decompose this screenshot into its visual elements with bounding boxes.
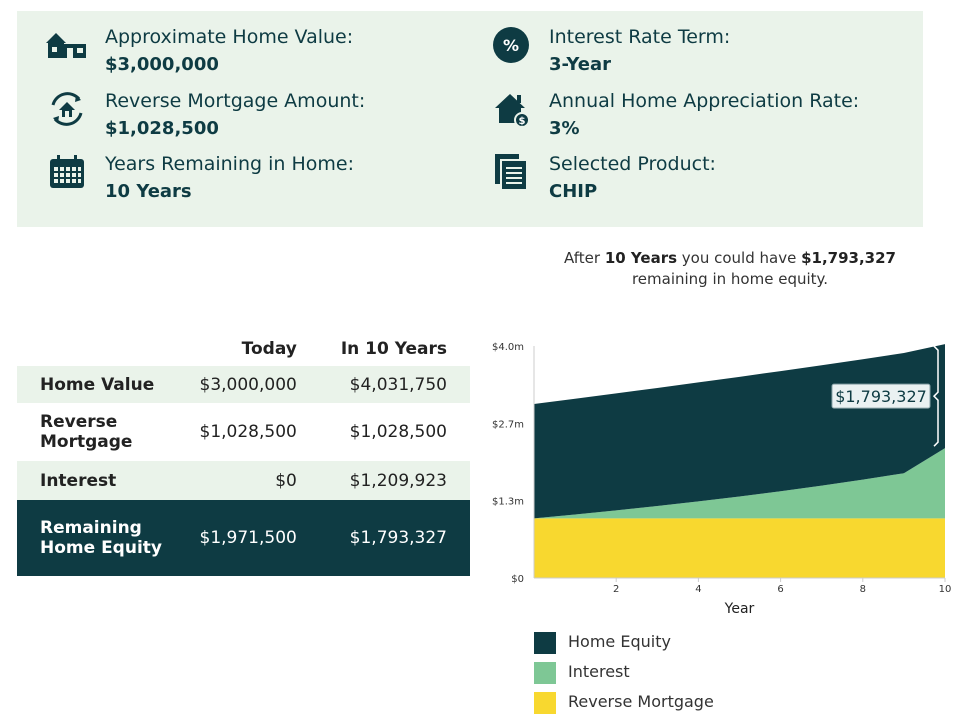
table-header-row: Today In 10 Years <box>17 332 470 366</box>
row-today: $0 <box>275 470 297 491</box>
table-row: Home Value $3,000,000 $4,031,750 <box>17 366 470 403</box>
summary-label: Reverse Mortgage Amount: <box>105 90 366 112</box>
x-tick-label: 8 <box>860 584 866 595</box>
y-tick-label: $2.7m <box>492 419 524 430</box>
caption-middle: you could have <box>677 249 802 267</box>
house-icon <box>45 23 89 67</box>
summary-value: $1,028,500 <box>105 118 219 139</box>
summary-label: Annual Home Appreciation Rate: <box>549 90 860 112</box>
equity-annotation: $1,793,327 <box>831 345 939 447</box>
row-label: Home Value <box>40 374 155 395</box>
table-row: Interest $0 $1,209,923 <box>17 461 470 500</box>
legend-label: Home Equity <box>568 632 671 651</box>
y-tick-label: $0 <box>511 574 524 585</box>
row-today: $3,000,000 <box>199 374 297 395</box>
x-tick-label: 4 <box>695 584 701 595</box>
documents-icon <box>489 150 533 194</box>
legend-label: Interest <box>568 662 630 681</box>
chart-areas <box>534 344 945 578</box>
summary-value: 10 Years <box>105 181 192 202</box>
equity-callout-box <box>831 383 931 409</box>
svg-text:%: % <box>503 36 519 55</box>
house-dollar-icon: $ <box>489 87 533 131</box>
x-tick-label: 2 <box>613 584 619 595</box>
row-label: Remaining Home Equity <box>40 518 162 558</box>
row-today: $1,971,500 <box>199 528 297 548</box>
percent-icon: % <box>489 23 533 67</box>
y-axis: $0 $1.3m $2.7m $4.0m <box>492 342 535 585</box>
y-tick-label: $1.3m <box>492 497 524 508</box>
table-header: In 10 Years <box>340 339 447 359</box>
summary-value: 3% <box>549 118 580 139</box>
y-tick-label: $4.0m <box>492 342 524 353</box>
area-reverse-mortgage <box>534 518 945 578</box>
equity-area-chart: $0 $1.3m $2.7m $4.0m 2 4 6 8 10 Year $1,793,327 <box>492 342 952 617</box>
x-tick-label: 6 <box>777 584 783 595</box>
row-future: $1,793,327 <box>349 528 447 548</box>
row-future: $1,028,500 <box>349 422 447 442</box>
legend-swatch <box>534 632 556 654</box>
row-today: $1,028,500 <box>199 422 297 442</box>
area-interest <box>534 448 945 519</box>
x-axis: 2 4 6 8 10 <box>534 577 952 595</box>
loan-summary-panel: Approximate Home Value: $3,000,000 Rever… <box>17 11 923 227</box>
legend-swatch <box>534 662 556 684</box>
table-row: Reverse Mortgage $1,028,500 $1,028,500 <box>17 403 470 461</box>
equity-caption: After 10 Years you could have $1,793,327… <box>520 248 940 290</box>
equity-breakdown-table: Today In 10 Years Home Value $3,000,000 … <box>17 332 470 576</box>
row-label: Reverse Mortgage <box>40 412 133 452</box>
table-header: Today <box>241 339 297 359</box>
row-label: Interest <box>40 470 117 491</box>
caption-prefix: After <box>564 249 605 267</box>
x-axis-label: Year <box>724 601 755 617</box>
equity-callout-text: $1,793,327 <box>835 387 927 406</box>
table-row: Remaining Home Equity $1,971,500 $1,793,… <box>17 500 470 576</box>
caption-amount: $1,793,327 <box>801 249 896 267</box>
x-tick-label: 10 <box>939 584 952 595</box>
house-cycle-icon <box>45 87 89 131</box>
summary-label: Years Remaining in Home: <box>105 153 354 175</box>
summary-value: $3,000,000 <box>105 54 219 75</box>
legend-label: Reverse Mortgage <box>568 692 714 711</box>
summary-label: Approximate Home Value: <box>105 26 354 48</box>
table-header <box>17 332 180 366</box>
summary-label: Interest Rate Term: <box>549 26 731 48</box>
caption-suffix: remaining in home equity. <box>631 270 829 288</box>
summary-value: CHIP <box>549 181 598 202</box>
equity-bracket <box>932 345 939 447</box>
summary-label: Selected Product: <box>549 153 716 175</box>
legend-swatch <box>534 692 556 714</box>
calendar-icon <box>45 150 89 194</box>
caption-years: 10 Years <box>604 249 678 267</box>
row-future: $4,031,750 <box>349 374 447 395</box>
svg-text:$: $ <box>519 116 526 127</box>
row-future: $1,209,923 <box>349 470 447 491</box>
summary-value: 3-Year <box>549 54 611 75</box>
